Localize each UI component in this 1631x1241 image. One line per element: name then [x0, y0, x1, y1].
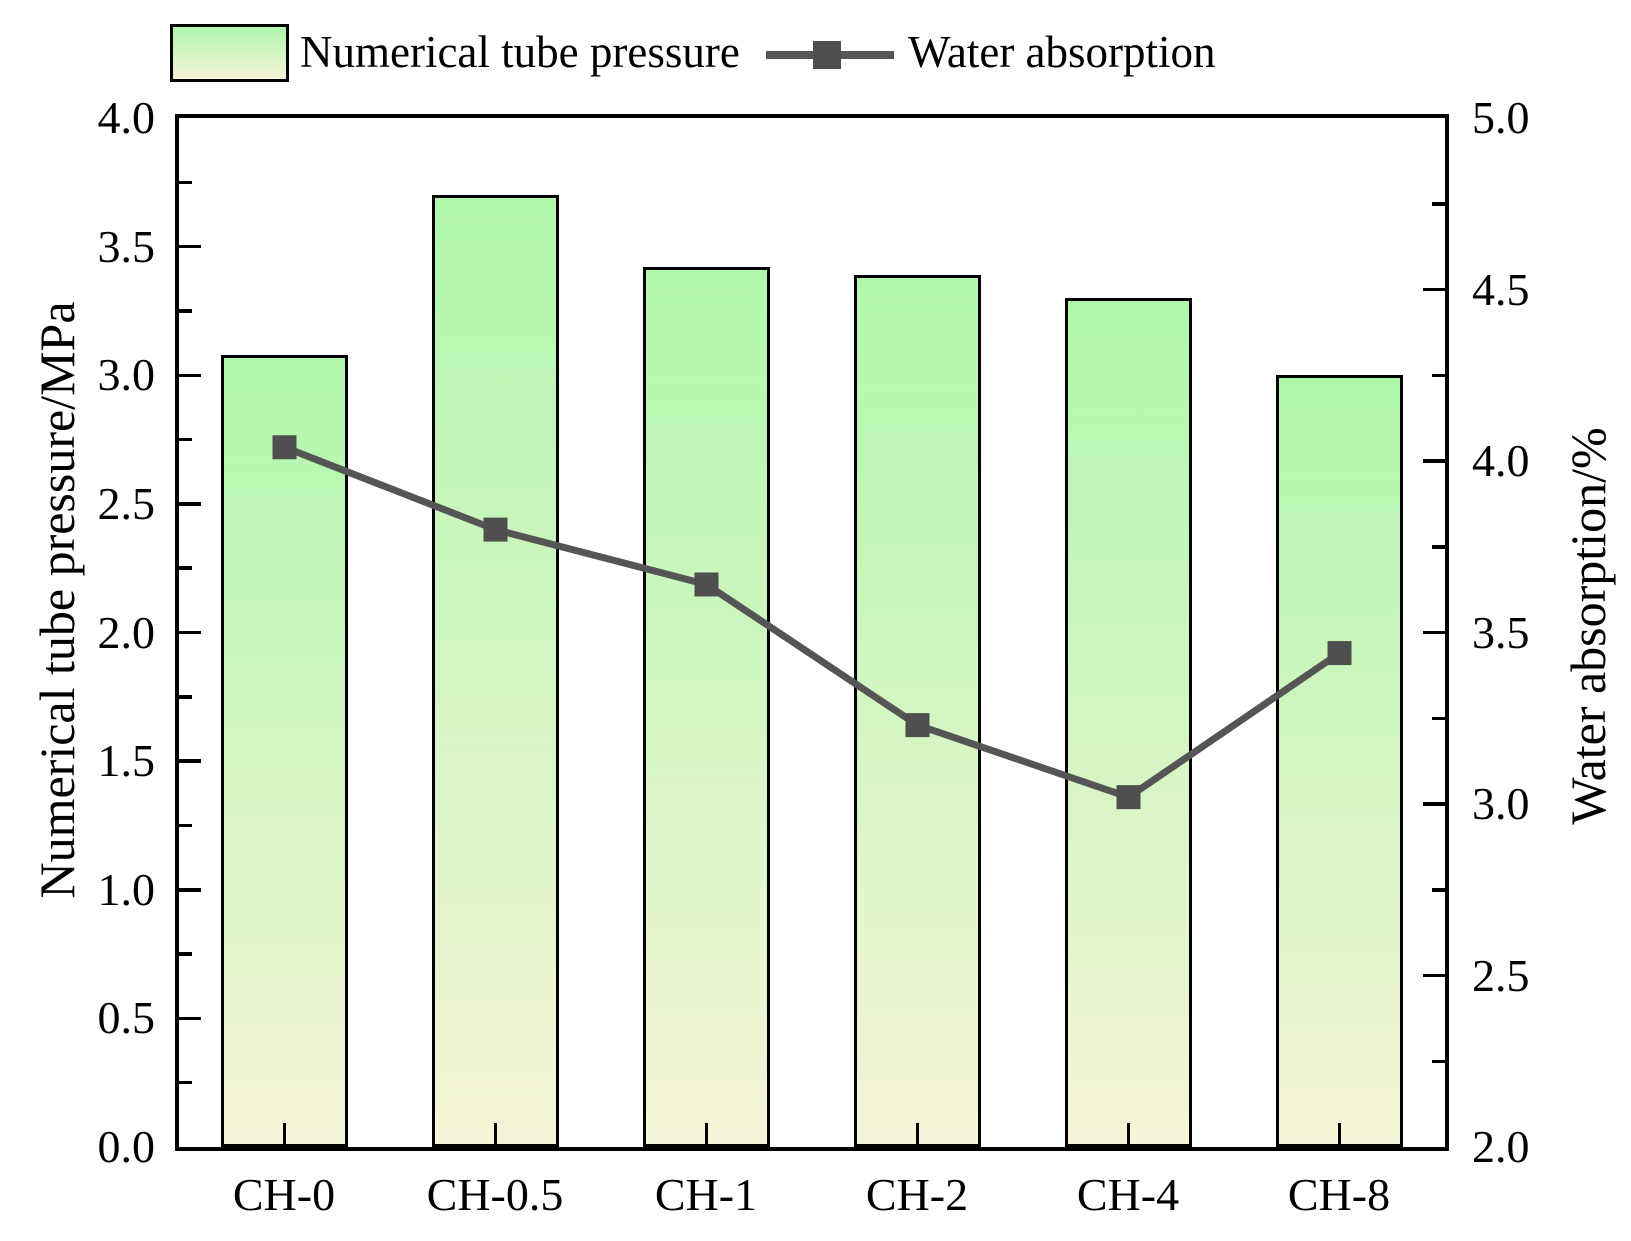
right-axis-tick	[1432, 716, 1445, 720]
bar-CH-4	[1065, 298, 1192, 1147]
right-axis-tick	[1432, 888, 1445, 892]
left-axis-tick	[179, 630, 201, 635]
right-tick-label: 3.5	[1472, 606, 1530, 658]
left-axis-tick	[179, 373, 201, 377]
right-axis-tick	[1423, 630, 1445, 635]
bar-CH-1	[643, 267, 770, 1147]
marker-CH-0	[272, 435, 297, 460]
x-category-label: CH-8	[1287, 1169, 1391, 1220]
right-tick-label: 2.5	[1472, 949, 1530, 1001]
legend-square-marker-icon	[813, 41, 841, 69]
left-axis-tick	[179, 180, 192, 185]
bar-CH-8	[1276, 375, 1403, 1147]
right-axis-tick	[1423, 459, 1445, 463]
left-axis-tick	[179, 952, 192, 956]
right-axis-tick	[1423, 802, 1445, 806]
right-axis-tick	[1432, 1059, 1445, 1063]
x-category-label: CH-2	[865, 1169, 969, 1220]
right-axis-tick	[1423, 287, 1445, 292]
right-tick-label: 5.0	[1472, 92, 1530, 143]
right-tick-label: 4.5	[1472, 263, 1530, 315]
x-category-label: CH-0	[232, 1169, 336, 1220]
left-tick-label: 4.0	[97, 92, 156, 143]
right-axis-tick	[1432, 373, 1445, 377]
left-tick-label: 2.5	[97, 477, 156, 529]
left-axis-tick	[179, 566, 192, 570]
left-tick-label: 1.5	[97, 735, 156, 787]
marker-CH-0.5	[483, 517, 508, 542]
legend-bar-swatch	[170, 24, 289, 82]
left-axis-tick	[179, 502, 201, 506]
left-axis-tick	[179, 1016, 201, 1021]
legend-label-tube-pressure: Numerical tube pressure	[300, 27, 740, 77]
marker-CH-4	[1116, 785, 1141, 810]
left-tick-label: 3.5	[97, 220, 156, 272]
marker-CH-2	[905, 713, 930, 738]
marker-CH-8	[1327, 641, 1352, 666]
left-tick-label: 2.0	[97, 606, 156, 658]
left-tick-label: 1.0	[97, 863, 156, 915]
legend-label-water-absorption: Water absorption	[908, 27, 1216, 77]
plot-area	[175, 114, 1449, 1151]
left-axis-tick	[179, 695, 192, 699]
right-axis-tick	[1432, 545, 1445, 549]
left-axis-tick	[179, 759, 201, 763]
left-axis-tick	[179, 888, 201, 892]
left-axis-tick	[179, 309, 192, 313]
x-axis-tick	[915, 1123, 920, 1147]
x-category-label: CH-4	[1076, 1169, 1180, 1220]
x-category-label: CH-1	[654, 1169, 758, 1220]
left-tick-label: 3.0	[97, 349, 156, 401]
left-axis-tick	[179, 1080, 192, 1085]
marker-CH-1	[694, 572, 719, 597]
left-tick-label: 0.0	[97, 1121, 156, 1172]
left-axis-tick	[179, 823, 192, 828]
right-tick-label: 4.0	[1472, 435, 1530, 486]
left-tick-label: 0.5	[97, 992, 156, 1044]
x-axis-tick	[704, 1123, 709, 1147]
right-tick-label: 3.0	[1472, 778, 1530, 829]
right-axis-tick	[1432, 202, 1445, 206]
right-axis-title: Water absorption/%	[1560, 427, 1616, 825]
x-axis-tick	[1337, 1123, 1342, 1147]
water-absorption-line-layer	[272, 435, 1352, 810]
x-category-label: CH-0.5	[426, 1169, 564, 1220]
x-axis-tick	[282, 1123, 287, 1147]
bar-CH-2	[854, 274, 981, 1147]
x-axis-tick	[493, 1123, 498, 1147]
water-absorption-line	[283, 444, 1342, 802]
right-axis-tick	[1423, 973, 1445, 978]
right-tick-label: 2.0	[1472, 1121, 1530, 1172]
left-axis-tick	[179, 437, 192, 442]
x-axis-tick	[1126, 1123, 1131, 1147]
left-axis-tick	[179, 244, 201, 249]
